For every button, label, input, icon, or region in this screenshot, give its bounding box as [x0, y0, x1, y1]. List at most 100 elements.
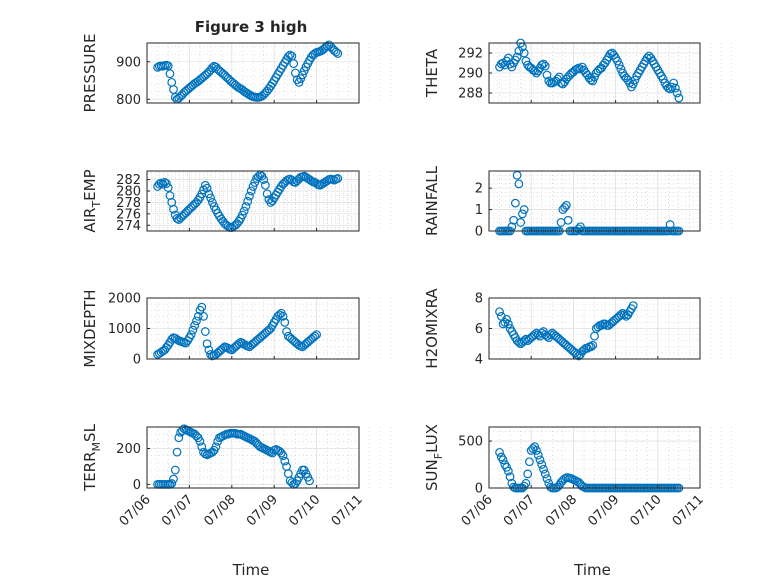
data-point — [514, 179, 524, 189]
data-point — [532, 446, 541, 455]
data-point — [289, 59, 299, 69]
y-axis-label: PRESSURE — [81, 34, 99, 113]
data-point — [518, 209, 527, 219]
data-point — [612, 56, 622, 66]
y-tick-label: 0 — [133, 353, 141, 368]
data-point — [628, 79, 638, 89]
x-tick-label: 07/06 — [117, 492, 154, 529]
data-point — [188, 325, 198, 335]
data-point — [495, 307, 504, 317]
data-point — [285, 50, 295, 60]
data-point — [245, 191, 254, 201]
subplot-rainfall: 0 1 2 RAINFALL — [423, 165, 732, 240]
data-point — [516, 218, 526, 227]
data-point — [616, 64, 626, 74]
data-point — [667, 82, 677, 92]
data-point — [540, 61, 550, 71]
data-point — [298, 70, 307, 80]
y-tick-label: 900 — [116, 55, 141, 70]
data-point — [292, 75, 302, 85]
data-point — [172, 447, 182, 457]
minor-grid — [147, 427, 392, 488]
data-point — [542, 70, 552, 80]
data-point — [197, 302, 207, 312]
data-point — [563, 215, 573, 225]
data-point — [525, 457, 534, 467]
subplot-sun-flux: 0 500 07/06 07/07 07/08 07/09 07/10 07/11 SUNFLU… — [423, 424, 732, 579]
y-tick-label: 280 — [116, 185, 141, 200]
data-point — [241, 202, 251, 211]
x-tick-label: 07/07 — [501, 492, 538, 529]
data-point — [260, 180, 270, 190]
data-point — [514, 337, 524, 347]
data-point — [674, 93, 684, 103]
subplot-h2omixra: 4 6 8 H2OMIXRA — [423, 288, 732, 369]
y-tick-label: 282 — [116, 173, 141, 188]
minor-grid — [489, 427, 732, 488]
data-point — [199, 311, 208, 321]
data-point — [588, 340, 598, 350]
subplot-theta: 288 290 292 THETA — [423, 38, 732, 104]
data-point — [546, 330, 555, 340]
data-point — [537, 460, 547, 469]
data-point — [200, 327, 210, 336]
data-point — [186, 330, 196, 340]
data-point — [287, 478, 297, 488]
data-point — [519, 48, 529, 58]
data-point — [167, 77, 177, 87]
data-point — [630, 75, 640, 85]
data-point — [202, 183, 212, 193]
axes-box — [488, 170, 701, 232]
data-point — [193, 311, 203, 321]
data-point — [502, 314, 511, 324]
data-point — [533, 450, 543, 460]
y-tick-label: 278 — [116, 196, 141, 211]
data-point — [156, 178, 166, 188]
y-axis-label: THETA — [423, 48, 441, 98]
y-tick-label: 1 — [475, 203, 483, 218]
data-point — [170, 465, 180, 475]
y-tick-label: 276 — [116, 207, 141, 222]
data-point — [519, 205, 529, 214]
data-point — [163, 183, 173, 192]
x-tick-label: 07/06 — [459, 492, 496, 529]
data-point — [280, 318, 290, 327]
data-point — [322, 41, 332, 51]
data-point — [574, 63, 584, 73]
y-tick-label: 800 — [116, 93, 141, 108]
series-markers — [495, 301, 638, 361]
y-tick-label: 292 — [458, 47, 483, 62]
data-point — [521, 334, 531, 344]
data-point — [197, 442, 207, 452]
data-point — [202, 339, 212, 349]
data-point — [331, 47, 341, 57]
data-point — [510, 198, 520, 208]
data-point — [192, 316, 201, 326]
series-markers — [153, 302, 322, 361]
data-point — [172, 214, 182, 223]
series-markers — [495, 170, 684, 236]
major-grid — [146, 297, 360, 360]
series-markers — [153, 424, 314, 489]
data-point — [333, 174, 343, 183]
x-tick-label: 07/11 — [329, 492, 366, 529]
data-point — [333, 49, 343, 58]
y-tick-label: 274 — [116, 219, 141, 234]
data-point — [280, 456, 290, 466]
data-point — [190, 321, 200, 330]
data-point — [519, 336, 529, 346]
data-point — [672, 88, 682, 98]
data-point — [248, 182, 258, 191]
data-point — [614, 60, 624, 70]
data-point — [523, 469, 533, 479]
data-point — [669, 78, 679, 88]
data-point — [162, 179, 171, 188]
axes-box — [146, 426, 360, 489]
data-point — [207, 63, 217, 73]
y-tick-label: 6 — [475, 322, 483, 337]
y-tick-label: 0 — [475, 225, 483, 240]
figure-title: Figure 3 high — [195, 18, 308, 36]
data-point — [542, 474, 552, 484]
data-point — [586, 342, 596, 352]
